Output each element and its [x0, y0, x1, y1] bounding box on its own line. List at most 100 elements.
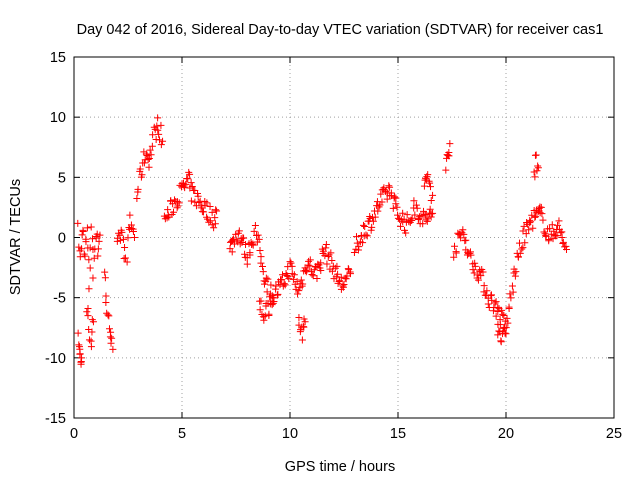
data-point [154, 126, 162, 134]
data-point [322, 244, 330, 252]
data-point [492, 298, 500, 306]
data-point [392, 200, 400, 208]
data-point [391, 193, 399, 201]
data-point [83, 224, 91, 232]
data-point [487, 292, 495, 300]
data-point [531, 173, 539, 181]
data-point [283, 271, 291, 279]
data-point [525, 226, 533, 234]
data-point [538, 210, 546, 218]
data-point [377, 190, 385, 198]
data-point [301, 318, 309, 326]
data-point [198, 202, 206, 210]
data-point [446, 140, 454, 148]
data-point [306, 256, 314, 264]
data-point [337, 273, 345, 281]
y-tick-label: 10 [50, 110, 66, 126]
data-point [153, 122, 161, 130]
data-point [272, 282, 280, 290]
data-point [90, 254, 98, 262]
data-point [288, 262, 296, 270]
y-tick-label: -15 [45, 411, 66, 427]
data-point [559, 239, 567, 247]
y-tick-label: -5 [53, 291, 66, 307]
data-point [426, 183, 434, 191]
data-point [452, 249, 460, 257]
data-point [257, 297, 265, 305]
data-point [427, 196, 435, 204]
data-point [269, 294, 277, 302]
data-point [278, 276, 286, 284]
data-point [429, 191, 437, 199]
data-point [305, 257, 313, 265]
x-tick-label: 10 [282, 426, 298, 442]
data-point [259, 268, 267, 276]
data-point [129, 228, 137, 236]
data-point [307, 267, 315, 275]
data-point [89, 318, 97, 326]
data-point [497, 338, 505, 346]
data-point [257, 253, 265, 261]
data-point [140, 159, 148, 167]
data-point [460, 230, 468, 238]
data-point [378, 198, 386, 206]
data-point [500, 324, 508, 332]
data-point [382, 187, 390, 195]
data-point [503, 314, 511, 322]
data-point [403, 211, 411, 219]
data-point [339, 282, 347, 290]
data-point [175, 199, 183, 207]
data-point [529, 224, 537, 232]
data-point [210, 224, 218, 232]
data-point [96, 231, 104, 239]
data-point [299, 280, 307, 288]
data-point [208, 208, 216, 216]
data-point [546, 225, 554, 233]
data-point [505, 305, 513, 313]
data-point [133, 195, 141, 203]
data-point [343, 272, 351, 280]
data-point [94, 252, 102, 260]
data-point [426, 179, 434, 187]
data-point [86, 264, 94, 272]
data-point [268, 301, 276, 309]
data-point [266, 290, 274, 298]
data-point [548, 221, 556, 229]
data-point [545, 236, 553, 244]
data-point [321, 252, 329, 260]
data-point [494, 320, 502, 328]
data-point [77, 245, 85, 253]
data-point [359, 239, 367, 247]
data-point [79, 227, 87, 235]
data-point [174, 202, 182, 210]
data-point [374, 207, 382, 215]
data-point [145, 154, 153, 162]
data-point [260, 316, 268, 324]
data-point [81, 252, 89, 260]
data-point [240, 234, 248, 242]
data-point [539, 216, 547, 224]
data-point [531, 212, 539, 220]
data-point [246, 251, 254, 259]
data-point [85, 336, 93, 344]
data-point [520, 222, 528, 230]
data-point [134, 185, 142, 193]
data-point [257, 259, 265, 267]
data-point [480, 282, 488, 290]
data-point [393, 203, 401, 211]
data-point [317, 259, 325, 267]
data-point [105, 325, 113, 333]
data-point [208, 221, 216, 229]
data-point [519, 244, 527, 252]
data-point [350, 249, 358, 257]
data-point [206, 202, 214, 210]
data-point [537, 203, 545, 211]
data-point [459, 226, 467, 234]
data-point [85, 256, 93, 264]
data-point [368, 223, 376, 231]
data-point [88, 235, 96, 243]
data-point [536, 209, 544, 217]
data-point [334, 270, 342, 278]
data-point [233, 236, 241, 244]
